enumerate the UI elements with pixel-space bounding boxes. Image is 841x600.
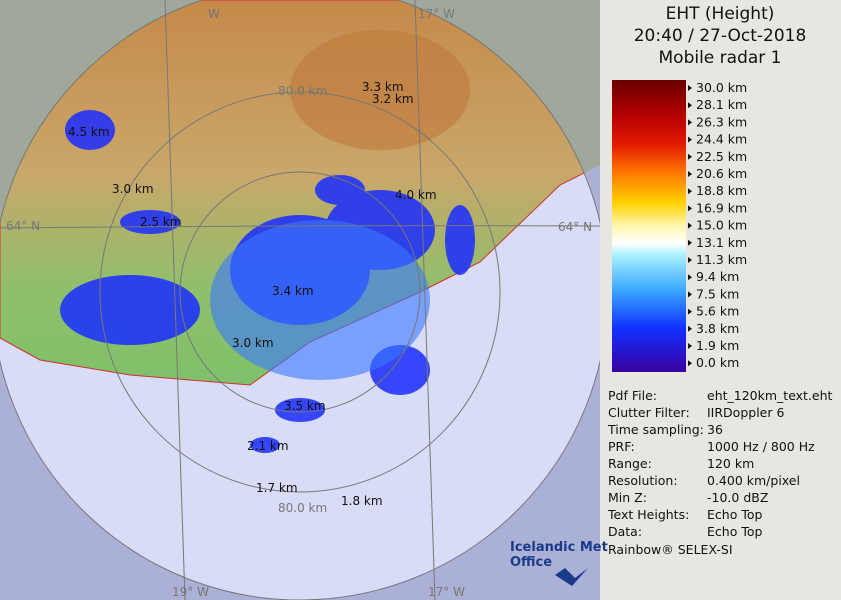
footer: Rainbow® SELEX-SI [608,542,733,557]
echo-top-label: 1.8 km [341,494,383,508]
info-value: Echo Top [707,524,762,539]
info-key: Range: [608,456,652,471]
legend-label: 16.9 km [696,200,747,215]
legend-label: 9.4 km [696,269,739,284]
info-value: 1000 Hz / 800 Hz [707,439,815,454]
legend-label: 24.4 km [696,132,747,147]
legend-tick [688,239,692,246]
legend-label: 18.8 km [696,183,747,198]
echo-top-label: 3.4 km [272,284,314,298]
time: 20:40 / 27-Oct-2018 [634,26,807,46]
legend-tick [688,188,692,195]
info-key: PRF: [608,439,635,454]
echo-top-label: 3.0 km [232,336,274,350]
grid-label: W [208,7,220,21]
legend-label: 7.5 km [696,286,739,301]
echo-top-label: 3.3 km [362,80,404,94]
legend-label: 11.3 km [696,252,747,267]
info-key: Resolution: [608,473,678,488]
radar-name: Mobile radar 1 [659,48,782,68]
grid-label: 64° N [558,220,592,234]
legend-label: 0.0 km [696,355,739,370]
echo-top-label: 3.0 km [112,182,154,196]
legend-label: 15.0 km [696,218,747,233]
info-value: 36 [707,422,723,437]
info-key: Data: [608,524,642,539]
legend-tick [688,171,692,177]
info-value: IIRDoppler 6 [707,405,784,420]
echo-top-label: 2.1 km [247,439,289,453]
info-value: Echo Top [707,507,762,522]
info-value: -10.0 dBZ [707,490,768,505]
info-value: eht_120km_text.eht [707,388,833,403]
logo-line1: Icelandic Met [510,540,608,555]
info-key: Pdf File: [608,388,657,403]
echo-top-label: 1.7 km [256,481,298,495]
legend-tick [688,360,692,367]
title: EHT (Height) [666,4,775,24]
echo-top-label: 4.5 km [68,125,110,139]
info-value: 0.400 km/pixel [707,473,800,488]
logo-line2: Office [510,555,552,570]
legend-tick [688,291,692,298]
range-label: 80.0 km [278,501,327,515]
legend-tick [688,102,692,109]
legend-tick [688,85,692,91]
colorbar [612,80,686,372]
legend-tick [688,325,692,332]
grid-label: 17° W [428,585,465,599]
echo-top-label: 4.0 km [395,188,437,202]
legend-label: 5.6 km [696,304,739,319]
legend-tick [688,119,692,126]
info-value: 120 km [707,456,754,471]
legend-tick [688,343,692,349]
range-label: 80.0 km [278,84,327,98]
grid-label: 17° W [418,7,455,21]
info-key: Text Heights: [607,507,689,522]
legend-label: 1.9 km [696,338,739,353]
legend-tick [688,136,692,143]
grid-label: 64° N [6,219,40,233]
info-key: Clutter Filter: [608,405,690,420]
info-key: Min Z: [608,490,647,505]
legend-tick [688,205,692,212]
info-key: Time sampling: [607,422,704,437]
map [0,0,609,600]
legend-label: 20.6 km [696,166,747,181]
legend-tick [688,308,692,315]
echo-top-label: 3.2 km [372,92,414,106]
legend-tick [688,222,692,229]
legend-label: 26.3 km [696,114,747,129]
legend-tick [688,153,692,160]
legend-tick [688,257,692,263]
legend-label: 30.0 km [696,80,747,95]
legend-label: 13.1 km [696,235,747,250]
echo-top-label: 3.5 km [284,399,326,413]
legend-tick [688,274,692,281]
echo-top-label: 2.5 km [140,215,182,229]
grid-label: 19° W [172,585,209,599]
legend-label: 3.8 km [696,321,739,336]
logo-mark [555,568,588,586]
legend-label: 28.1 km [696,97,747,112]
legend-label: 22.5 km [696,149,747,164]
